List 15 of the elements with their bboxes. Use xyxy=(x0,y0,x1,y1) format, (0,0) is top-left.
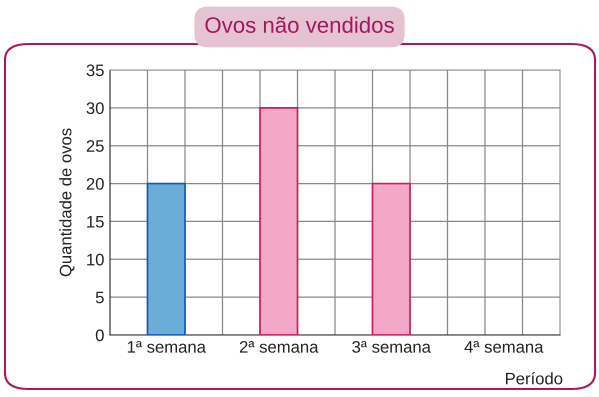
y-tick-label: 10 xyxy=(87,254,104,266)
x-tick-label: 3ª semana xyxy=(352,340,431,353)
y-tick-label: 25 xyxy=(86,140,104,152)
y-tick-label: 0 xyxy=(96,329,104,342)
y-tick-label: 5 xyxy=(96,292,104,304)
y-tick-label: 35 xyxy=(86,64,104,76)
x-tick-label: 4ª semana xyxy=(464,340,544,353)
x-tick-label: 2ª semana xyxy=(240,340,318,353)
y-tick-label: 30 xyxy=(86,102,104,114)
y-axis-title: Quantidade de ovos xyxy=(59,128,74,276)
chart-title: Ovos não vendidos xyxy=(205,16,394,33)
y-tick-label: 20 xyxy=(86,178,104,190)
y-tick-label: 15 xyxy=(87,216,104,228)
x-axis-title: Período xyxy=(506,372,562,384)
x-tick-label: 1ª semana xyxy=(128,340,206,353)
